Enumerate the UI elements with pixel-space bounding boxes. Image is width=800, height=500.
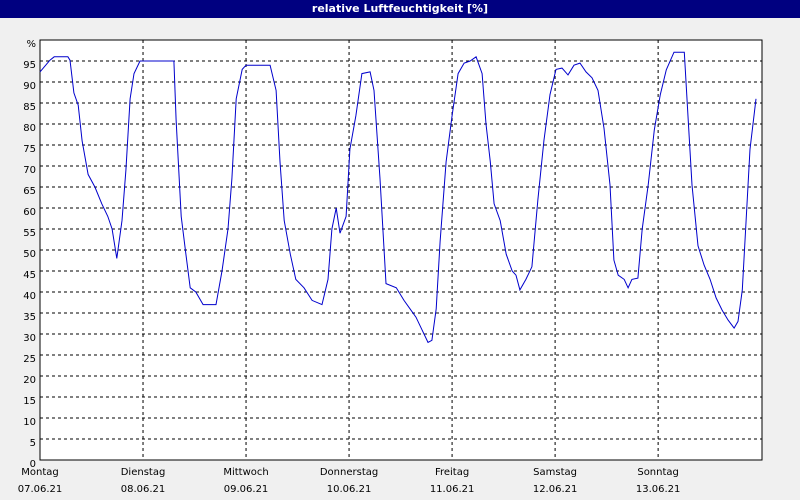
y-tick-label: 95 [23,60,36,71]
x-tick-date: 12.06.21 [533,484,578,495]
x-tick-date: 08.06.21 [121,484,166,495]
x-tick-label: Samstag [533,467,577,478]
y-tick-label: 65 [23,186,36,197]
y-tick-label: 70 [23,165,36,176]
y-tick-label: 30 [23,333,36,344]
y-tick-label: 40 [23,291,36,302]
x-tick-date: 07.06.21 [18,484,63,495]
x-tick-label: Sonntag [637,467,679,478]
y-tick-label: % [26,39,36,50]
y-tick-label: 75 [23,144,36,155]
y-tick-label: 50 [23,249,36,260]
x-tick-date: 13.06.21 [636,484,681,495]
x-tick-date: 10.06.21 [327,484,372,495]
y-tick-label: 45 [23,270,36,281]
y-tick-label: 15 [23,396,36,407]
y-tick-label: 0 [30,459,36,470]
x-tick-label: Montag [21,467,58,478]
y-tick-label: 85 [23,102,36,113]
y-tick-label: 25 [23,354,36,365]
y-tick-label: 20 [23,375,36,386]
x-tick-date: 11.06.21 [430,484,475,495]
y-tick-label: 90 [23,81,36,92]
y-tick-label: 5 [30,438,36,449]
data-line [39,51,757,344]
y-tick-label: 60 [23,207,36,218]
y-tick-label: 35 [23,312,36,323]
chart-title: relative Luftfeuchtigkeit [%] [312,2,488,15]
x-tick-label: Dienstag [121,467,166,478]
y-tick-label: 10 [23,417,36,428]
x-tick-label: Donnerstag [320,467,378,478]
x-tick-date: 09.06.21 [224,484,269,495]
y-tick-label: 55 [23,228,36,239]
x-tick-label: Mittwoch [223,467,268,478]
y-tick-label: 80 [23,123,36,134]
title-bar [0,0,800,18]
x-tick-label: Freitag [435,467,469,478]
